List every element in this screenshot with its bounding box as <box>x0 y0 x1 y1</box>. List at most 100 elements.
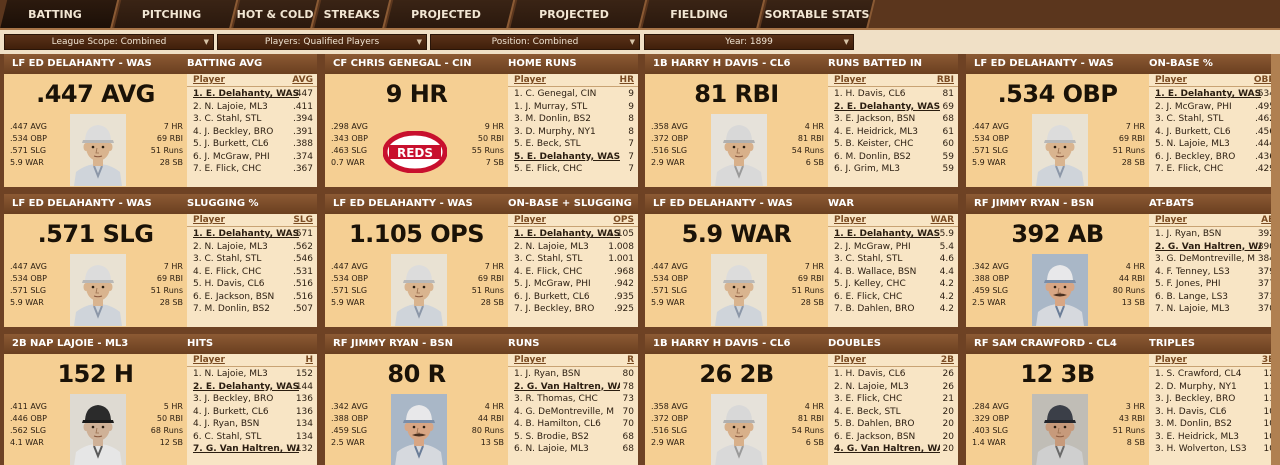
player-portrait[interactable] <box>391 394 447 465</box>
player-name-link[interactable]: 6. N. Lajoie, ML3 <box>514 444 589 454</box>
player-name-link[interactable]: 6. E. Jackson, BSN <box>834 431 916 442</box>
player-name-link[interactable]: 1. J. Murray, STL <box>514 101 588 112</box>
table-row[interactable]: 6. M. Donlin, BS2 59 <box>828 151 958 163</box>
player-name-link[interactable]: 5. J. McGraw, PHI <box>514 279 591 289</box>
player-column-header[interactable]: Player <box>514 355 546 365</box>
table-row[interactable]: 3. H. Wolverton, LS3 10 <box>1149 443 1279 455</box>
player-portrait[interactable] <box>70 254 126 326</box>
stat-column-header[interactable]: OPS <box>613 215 634 225</box>
table-row[interactable]: 4. E. Flick, CHC .531 <box>187 266 317 278</box>
table-row[interactable]: 5. S. Brodie, BS2 68 <box>508 431 638 443</box>
table-row[interactable]: 4. E. Heidrick, ML3 61 <box>828 126 958 138</box>
player-name-link[interactable]: 3. J. Beckley, BRO <box>193 394 274 404</box>
player-name-link[interactable]: 6. J. Grim, ML3 <box>834 164 900 174</box>
player-name-link[interactable]: 2. N. Lajoie, ML3 <box>193 101 268 112</box>
table-row[interactable]: 3. M. Donlin, BS2 10 <box>1149 418 1279 430</box>
player-column-header[interactable]: Player <box>514 215 546 225</box>
leader-name-link[interactable]: 2B NAP LAJOIE - ML3 <box>12 338 129 349</box>
leader-name-link[interactable]: RF JIMMY RYAN - BSN <box>974 198 1094 209</box>
tab-projected-batting[interactable]: PROJECTED BATTING <box>386 0 516 50</box>
vertical-scrollbar[interactable] <box>1271 54 1280 465</box>
player-name-link[interactable]: 4. J. Burkett, CL6 <box>193 406 269 417</box>
table-row[interactable]: 5. E. Delahanty, WAS 7 <box>508 151 638 163</box>
leader-name-link[interactable]: LF ED DELAHANTY - WAS <box>12 58 152 69</box>
player-name-link[interactable]: 6. J. Beckley, BRO <box>1155 151 1236 162</box>
player-name-link[interactable]: 3. J. Beckley, BRO <box>1155 394 1236 404</box>
table-row[interactable]: 6. E. Jackson, BSN 20 <box>828 431 958 443</box>
player-portrait[interactable] <box>1032 394 1088 465</box>
tab-sortable-stats[interactable]: SORTABLE STATS <box>760 0 876 29</box>
player-column-header[interactable]: Player <box>834 355 866 365</box>
table-row[interactable]: 2. D. Murphy, NY1 11 <box>1149 381 1279 393</box>
table-row[interactable]: 5. B. Keister, CHC 60 <box>828 138 958 150</box>
player-name-link[interactable]: 2. G. Van Haltren, WAS <box>1155 241 1261 252</box>
table-row[interactable]: 7. G. Van Haltren, WAS 132 <box>187 443 317 455</box>
table-row[interactable]: 1. J. Murray, STL 9 <box>508 101 638 113</box>
stat-column-header[interactable]: 2B <box>940 355 954 365</box>
player-name-link[interactable]: 6. B. Lange, LS3 <box>1155 291 1229 302</box>
player-name-link[interactable]: 5. B. Keister, CHC <box>834 139 914 149</box>
player-name-link[interactable]: 5. J. Burkett, CL6 <box>193 139 269 149</box>
table-row[interactable]: 2. E. Delahanty, WAS 144 <box>187 381 317 393</box>
player-name-link[interactable]: 3. C. Stahl, STL <box>193 254 262 264</box>
player-name-link[interactable]: 1. E. Delahanty, WAS <box>1155 89 1261 99</box>
leader-name-link[interactable]: LF ED DELAHANTY - WAS <box>653 198 793 209</box>
table-row[interactable]: 3. E. Heidrick, ML3 10 <box>1149 431 1279 443</box>
player-name-link[interactable]: 5. B. Dahlen, BRO <box>834 419 915 429</box>
player-name-link[interactable]: 5. J. Kelley, CHC <box>834 279 906 289</box>
table-row[interactable]: 6. J. McGraw, PHI .374 <box>187 151 317 163</box>
table-row[interactable]: 1. E. Delahanty, WAS .571 <box>187 228 317 240</box>
table-row[interactable]: 7. E. Flick, CHC .429 <box>1149 163 1279 175</box>
player-name-link[interactable]: 7. N. Lajoie, ML3 <box>1155 304 1230 314</box>
table-row[interactable]: 4. J. Ryan, BSN 134 <box>187 418 317 430</box>
stat-column-header[interactable]: R <box>627 355 634 365</box>
tab-pitching-leaders[interactable]: PITCHING LEADERS <box>114 0 239 50</box>
player-name-link[interactable]: 2. N. Lajoie, ML3 <box>834 381 909 392</box>
table-row[interactable]: 3. C. Stahl, STL .394 <box>187 113 317 125</box>
table-row[interactable]: 3. R. Thomas, CHC 73 <box>508 393 638 405</box>
player-name-link[interactable]: 6. J. McGraw, PHI <box>193 151 270 162</box>
player-column-header[interactable]: Player <box>193 355 225 365</box>
tab-batting-leaders[interactable]: BATTING LEADERS <box>0 0 120 50</box>
player-name-link[interactable]: 1. J. Ryan, BSN <box>1155 229 1222 239</box>
player-name-link[interactable]: 7. B. Dahlen, BRO <box>834 304 915 314</box>
player-portrait[interactable] <box>711 114 767 186</box>
table-row[interactable]: 4. J. Burkett, CL6 136 <box>187 406 317 418</box>
table-row[interactable]: 6. B. Lange, LS3 371 <box>1149 291 1279 303</box>
player-name-link[interactable]: 3. E. Jackson, BSN <box>834 114 916 124</box>
tab-hot-cold[interactable]: HOT & COLD <box>233 0 320 29</box>
table-row[interactable]: 5. H. Davis, CL6 .516 <box>187 278 317 290</box>
player-name-link[interactable]: 7. G. Van Haltren, WAS <box>193 444 299 454</box>
table-row[interactable]: 4. F. Tenney, LS3 379 <box>1149 266 1279 278</box>
table-row[interactable]: 1. E. Delahanty, WAS .534 <box>1149 88 1279 100</box>
player-portrait[interactable] <box>391 254 447 326</box>
league-scope-dropdown[interactable]: League Scope: Combined ▼ <box>4 34 214 50</box>
leader-name-link[interactable]: RF JIMMY RYAN - BSN <box>333 338 453 349</box>
player-name-link[interactable]: 1. H. Davis, CL6 <box>834 89 906 99</box>
leader-name-link[interactable]: CF CHRIS GENEGAL - CIN <box>333 58 472 69</box>
table-row[interactable]: 2. E. Delahanty, WAS 69 <box>828 101 958 113</box>
table-row[interactable]: 2. J. McGraw, PHI .495 <box>1149 101 1279 113</box>
player-name-link[interactable]: 1. E. Delahanty, WAS <box>834 229 940 239</box>
player-column-header[interactable]: Player <box>1155 215 1187 225</box>
table-row[interactable]: 3. G. DeMontreville, M 384 <box>1149 253 1279 265</box>
player-portrait[interactable] <box>1032 114 1088 186</box>
stat-column-header[interactable]: OBP <box>1253 75 1275 85</box>
player-name-link[interactable]: 6. J. Burkett, CL6 <box>514 291 590 302</box>
player-name-link[interactable]: 3. G. DeMontreville, M <box>1155 254 1256 264</box>
player-name-link[interactable]: 1. S. Crawford, CL4 <box>1155 369 1242 379</box>
table-row[interactable]: 3. M. Donlin, BS2 8 <box>508 113 638 125</box>
player-name-link[interactable]: 4. J. Beckley, BRO <box>193 126 274 137</box>
table-row[interactable]: 7. B. Dahlen, BRO 4.2 <box>828 303 958 315</box>
table-row[interactable]: 1. S. Crawford, CL4 12 <box>1149 368 1279 380</box>
tab-streaks[interactable]: STREAKS <box>314 0 392 29</box>
stat-column-header[interactable]: HR <box>619 75 634 85</box>
player-name-link[interactable]: 6. E. Flick, CHC <box>834 291 903 302</box>
player-portrait[interactable] <box>1032 254 1088 326</box>
stat-column-header[interactable]: 3B <box>1261 355 1275 365</box>
table-row[interactable]: 2. N. Lajoie, ML3 .411 <box>187 101 317 113</box>
player-name-link[interactable]: 3. D. Murphy, NY1 <box>514 126 596 137</box>
tab-fielding-leaders[interactable]: FIELDING LEADERS <box>642 0 766 50</box>
player-portrait[interactable] <box>711 394 767 465</box>
player-portrait[interactable] <box>70 394 126 465</box>
